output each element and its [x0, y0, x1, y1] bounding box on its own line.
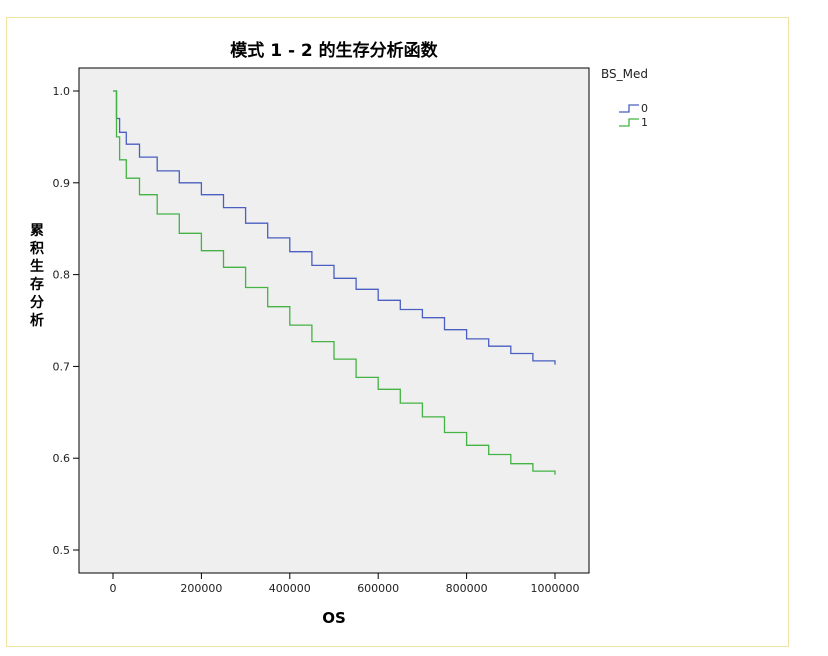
- y-axis-label-char: 析: [30, 312, 44, 329]
- survival-chart: 模式 1 - 2 的生存分析函数 0.5 0.6 0.7 0.8 0.9 1.0 0 200…: [30, 40, 648, 627]
- y-axis-label-char: 积: [30, 240, 44, 257]
- x-axis: 0 200000 400000 600000 800000 1000000: [110, 573, 580, 595]
- y-axis-label-char: 累: [30, 223, 44, 239]
- y-tick-label: 0.8: [53, 269, 71, 282]
- legend-label-0: 0: [641, 102, 648, 115]
- y-tick-label: 0.9: [53, 177, 71, 190]
- x-axis-label: OS: [322, 609, 346, 627]
- y-tick-label: 0.5: [53, 544, 71, 557]
- x-tick-label: 800000: [446, 582, 488, 595]
- y-axis-label-char: 生: [30, 258, 44, 275]
- x-tick-label: 1000000: [531, 582, 580, 595]
- x-tick-label: 600000: [357, 582, 399, 595]
- chart-title: 模式 1 - 2 的生存分析函数: [230, 40, 438, 61]
- legend-swatch-1: [619, 118, 639, 127]
- plot-area: [78, 67, 590, 574]
- y-tick-label: 1.0: [53, 85, 71, 98]
- legend: BS_Med 01: [601, 67, 648, 129]
- y-axis-label-char: 分: [30, 295, 44, 311]
- y-axis: 0.5 0.6 0.7 0.8 0.9 1.0: [53, 85, 79, 557]
- chart-frame: 模式 1 - 2 的生存分析函数 0.5 0.6 0.7 0.8 0.9 1.0 0 200…: [6, 17, 789, 647]
- y-tick-label: 0.6: [53, 452, 71, 465]
- series-line-0: [113, 90, 556, 365]
- x-tick-label: 0: [110, 582, 117, 595]
- x-tick-label: 200000: [180, 582, 222, 595]
- y-axis-label-char: 存: [30, 276, 44, 293]
- x-tick-label: 400000: [269, 582, 311, 595]
- series-layer: [113, 90, 556, 475]
- legend-title: BS_Med: [601, 67, 648, 81]
- legend-swatch-0: [619, 104, 639, 113]
- y-tick-label: 0.7: [53, 360, 71, 373]
- legend-label-1: 1: [641, 116, 648, 129]
- series-line-1: [113, 90, 556, 475]
